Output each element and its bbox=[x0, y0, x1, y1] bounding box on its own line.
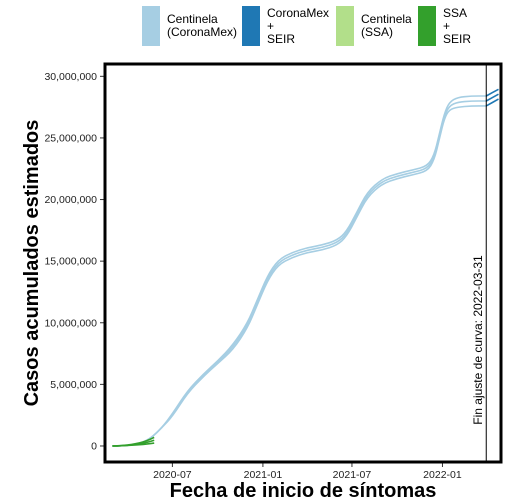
legend-label-line: Centinela bbox=[361, 12, 412, 26]
legend-label-line: + bbox=[443, 19, 450, 33]
y-tick-label: 10,000,000 bbox=[44, 317, 97, 329]
x-axis-ticks: 2020-07 2021-01 2021-07 2022-01 bbox=[153, 462, 462, 481]
legend: Centinela (CoronaMex)CoronaMex + SEIRCentin… bbox=[142, 6, 471, 46]
legend-swatch bbox=[336, 6, 354, 46]
y-tick-label: 5,000,000 bbox=[50, 379, 97, 391]
series-line bbox=[112, 95, 487, 447]
x-tick-label: 2022-01 bbox=[423, 469, 462, 481]
legend-label-line: SEIR bbox=[267, 32, 295, 46]
series-layer bbox=[112, 88, 499, 447]
legend-label-line: + bbox=[267, 19, 274, 33]
legend-label-line: (SSA) bbox=[361, 25, 393, 39]
x-tick-label: 2021-01 bbox=[244, 469, 283, 481]
legend-swatch bbox=[142, 6, 160, 46]
legend-swatch bbox=[242, 6, 260, 46]
vline-label: Fin ajuste de curva: 2022-03-31 bbox=[471, 255, 485, 425]
legend-label-line: SSA bbox=[443, 6, 467, 20]
x-tick-label: 2020-07 bbox=[153, 469, 192, 481]
y-axis-ticks: 0 5,000,000 10,000,000 15,000,000 20,000,000… bbox=[44, 71, 105, 452]
series-line bbox=[112, 105, 487, 447]
legend-label-line: (CoronaMex) bbox=[167, 25, 237, 39]
y-tick-label: 30,000,000 bbox=[44, 71, 97, 83]
legend-label-line: Centinela bbox=[167, 12, 218, 26]
annotation-layer: Fin ajuste de curva: 2022-03-31 bbox=[471, 64, 487, 462]
legend-swatch bbox=[418, 6, 436, 46]
legend-label-line: CoronaMex bbox=[267, 6, 329, 20]
y-tick-label: 15,000,000 bbox=[44, 256, 97, 268]
y-axis-title: Casos acumulados estimados bbox=[21, 120, 43, 407]
y-tick-label: 0 bbox=[91, 440, 97, 452]
legend-label: Centinela (CoronaMex) bbox=[167, 12, 237, 39]
legend-label: SSA + SEIR bbox=[443, 6, 471, 46]
y-tick-label: 20,000,000 bbox=[44, 194, 97, 206]
legend-label: CoronaMex + SEIR bbox=[267, 6, 329, 46]
plot-frame bbox=[103, 62, 503, 464]
legend-label-line: SEIR bbox=[443, 32, 471, 46]
series-line bbox=[112, 100, 487, 447]
x-axis-title: Fecha de inicio de síntomas bbox=[170, 480, 437, 502]
series-line bbox=[112, 442, 155, 447]
legend-label: Centinela (SSA) bbox=[361, 12, 412, 39]
x-tick-label: 2021-07 bbox=[333, 469, 372, 481]
y-tick-label: 25,000,000 bbox=[44, 132, 97, 144]
